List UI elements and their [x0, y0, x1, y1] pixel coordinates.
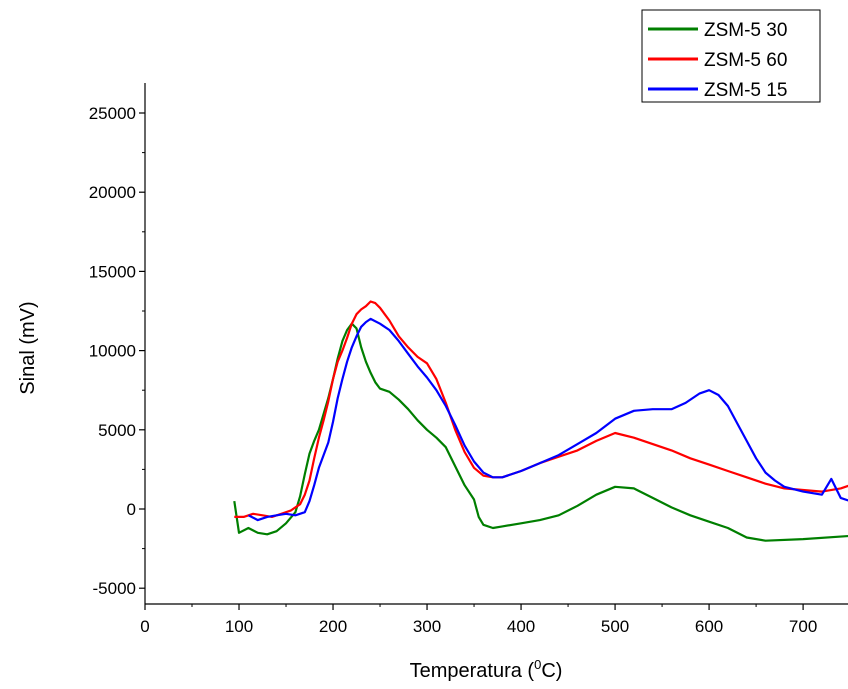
y-tick-label: 0 [127, 500, 136, 519]
y-tick-label: 20000 [89, 183, 136, 202]
legend: ZSM-5 30 ZSM-5 60 ZSM-5 15 [641, 9, 821, 103]
x-tick-label: 200 [319, 617, 347, 636]
y-tick-label: 25000 [89, 104, 136, 123]
x-tick-label: 100 [225, 617, 253, 636]
legend-label-zsm5-15: ZSM-5 15 [704, 80, 787, 101]
y-tick-label: 15000 [89, 262, 136, 281]
legend-label-zsm5-30: ZSM-5 30 [704, 20, 787, 41]
x-axis-title-unit: C) [541, 660, 562, 682]
x-axis-title: Temperatura (0C) [410, 657, 563, 682]
legend-label-zsm5-60: ZSM-5 60 [704, 50, 787, 71]
legend-box [641, 9, 821, 103]
x-tick-label: 700 [789, 617, 817, 636]
x-tick-label: 400 [507, 617, 535, 636]
plot-series [233, 300, 848, 542]
y-axis-title: Sinal (mV) [17, 301, 39, 394]
series-line-zsm-5-15 [247, 317, 848, 522]
y-tick-label: 5000 [98, 421, 136, 440]
x-axis-title-superscript: 0 [534, 657, 541, 672]
x-tick-label: 300 [413, 617, 441, 636]
x-tick-label: 500 [601, 617, 629, 636]
y-tick-label: -5000 [93, 579, 136, 598]
axes [139, 83, 848, 610]
series-line-zsm-5-30 [233, 322, 848, 542]
y-tick-label: 10000 [89, 342, 136, 361]
x-tick-label: 0 [140, 617, 149, 636]
x-tick-label: 600 [695, 617, 723, 636]
series-line-zsm-5-60 [234, 300, 848, 518]
x-axis-title-main: Temperatura ( [410, 660, 535, 682]
